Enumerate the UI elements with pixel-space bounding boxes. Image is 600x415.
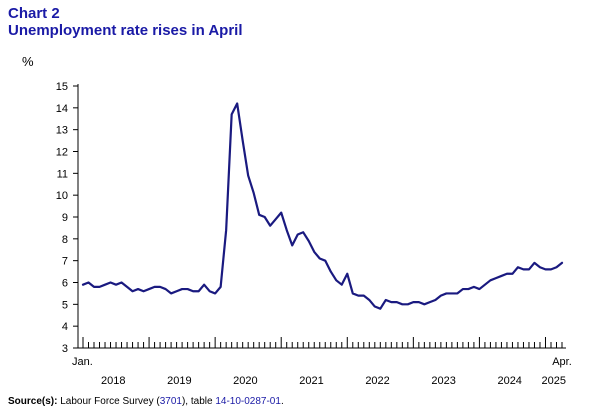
y-tick-label: 14 (56, 103, 68, 115)
source-note: Source(s): Labour Force Survey (3701), t… (8, 396, 284, 407)
x-year-label: 2018 (101, 375, 125, 387)
y-tick-label: 13 (56, 125, 68, 137)
y-tick-label: 7 (62, 256, 68, 268)
y-tick-label: 6 (62, 278, 68, 290)
x-year-label: 2020 (233, 375, 257, 387)
y-tick-label: 12 (56, 147, 68, 159)
y-tick-label: 9 (62, 212, 68, 224)
chart-title: Chart 2 (8, 5, 60, 22)
source-link-table[interactable]: 14-10-0287-01 (215, 396, 281, 407)
x-end-label: Apr. (552, 356, 572, 368)
x-year-label: 2023 (431, 375, 455, 387)
chart-subtitle: Unemployment rate rises in April (8, 22, 243, 39)
x-start-label: Jan. (72, 356, 93, 368)
x-year-label: 2024 (497, 375, 521, 387)
x-year-label: 2019 (167, 375, 191, 387)
source-text: ), table (181, 396, 216, 407)
x-year-label: 2022 (365, 375, 389, 387)
source-text: . (280, 396, 284, 407)
series-line (81, 102, 564, 310)
y-tick-label: 8 (62, 234, 68, 246)
source-label: Source(s): (8, 396, 58, 407)
x-year-label: 2021 (299, 375, 323, 387)
y-tick-label: 11 (57, 168, 68, 180)
y-tick-label: 4 (62, 321, 68, 333)
x-year-label: 2025 (541, 375, 565, 387)
y-tick-label: 3 (62, 343, 68, 355)
y-unit-label: % (22, 54, 34, 69)
source-text: Labour Force Survey ( (57, 396, 160, 407)
y-tick-label: 15 (56, 81, 68, 93)
source-link-survey[interactable]: 3701 (159, 396, 182, 407)
line-chart: 3 4 5 6 7 8 9 10 11 12 13 14 15 Jan. Apr. 2018 2019 2020 2… (56, 81, 572, 387)
y-tick-label: 10 (56, 190, 68, 202)
y-tick-label: 5 (62, 299, 68, 311)
